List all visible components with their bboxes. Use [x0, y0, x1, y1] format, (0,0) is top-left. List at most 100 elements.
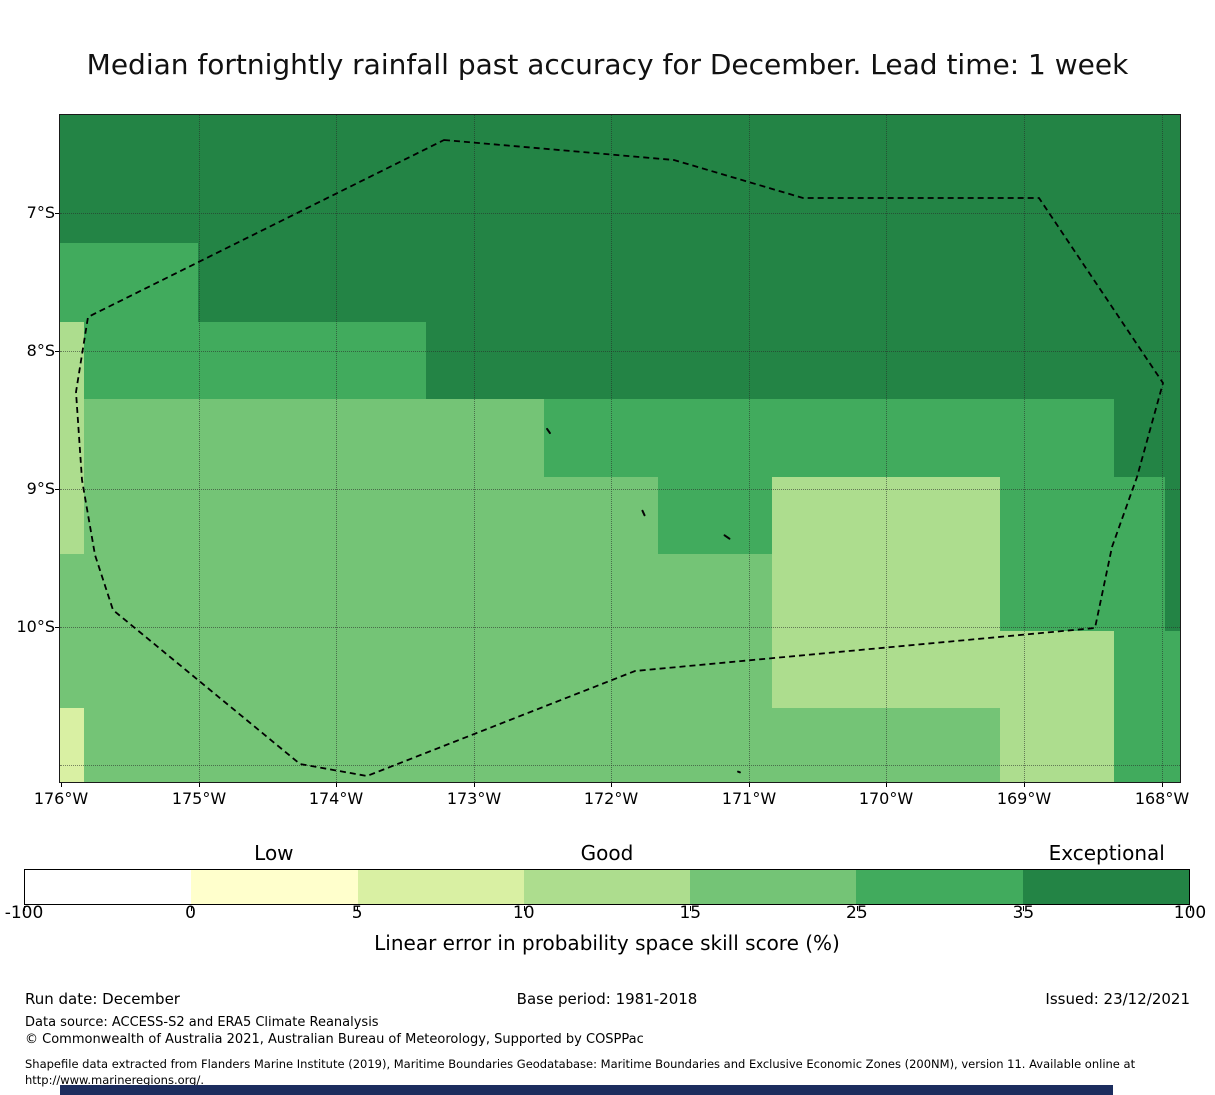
map-cell: [1114, 708, 1165, 782]
map-cell: [1114, 115, 1165, 243]
map-cell: [1165, 399, 1180, 477]
colorbar-tick-mark: [1023, 906, 1025, 911]
map-cell: [426, 399, 544, 477]
colorbar-segment: [25, 870, 192, 904]
map-cell: [60, 115, 84, 243]
shapefile-note-line2: http://www.marineregions.org/.: [25, 1073, 204, 1087]
map-cell: [1000, 631, 1114, 708]
map-cell: [426, 554, 544, 631]
colorbar-caption: Linear error in probability space skill …: [374, 931, 840, 955]
colorbar-segment: [1022, 870, 1189, 904]
map-cell: [60, 708, 84, 782]
eez-boundary-polygon: [75, 139, 1164, 777]
colorbar-segment: [690, 870, 857, 904]
map-cell: [312, 115, 426, 243]
colorbar-tick-mark: [523, 906, 525, 911]
colorbar-tick-label: 15: [679, 903, 702, 923]
map-cell: [772, 399, 886, 477]
map-cell: [312, 631, 426, 708]
map-cell: [1114, 399, 1165, 477]
map-cell: [60, 554, 84, 631]
x-tick-label: 173°W: [446, 789, 502, 808]
x-tick-mark: [749, 783, 750, 787]
colorbar-tick-mark: [856, 906, 858, 911]
map-cell: [198, 708, 312, 782]
map-cell: [426, 243, 544, 322]
map-cell: [544, 399, 658, 477]
x-tick-label: 172°W: [583, 789, 639, 808]
gridline-horizontal: [60, 351, 1180, 352]
map-cell: [886, 322, 1000, 399]
map-cell: [84, 554, 198, 631]
colorbar-quality-label: Good: [580, 841, 634, 865]
map-cell: [772, 708, 886, 782]
x-tick-label: 175°W: [171, 789, 227, 808]
map-cell: [60, 243, 84, 322]
x-tick-label: 171°W: [721, 789, 777, 808]
map-cell: [84, 399, 198, 477]
map-cell: [1165, 243, 1180, 322]
map-cell: [1000, 115, 1114, 243]
colorbar-segment: [191, 870, 358, 904]
map-cell: [1000, 708, 1114, 782]
map-cell: [426, 322, 544, 399]
map-cell: [60, 322, 84, 399]
colorbar-segment: [523, 870, 691, 904]
map-cell: [84, 322, 198, 399]
map-cell: [426, 115, 544, 243]
colorbar-tick-mark: [190, 906, 192, 911]
data-source-text: Data source: ACCESS-S2 and ERA5 Climate …: [25, 1015, 379, 1030]
gridline-horizontal: [60, 627, 1180, 628]
colorbar-tick-mark: [690, 906, 692, 911]
map-cell: [544, 322, 658, 399]
map-cell: [1165, 322, 1180, 399]
map-cell: [1000, 554, 1114, 631]
gridline-vertical: [1024, 115, 1025, 782]
copyright-text: © Commonwealth of Australia 2021, Austra…: [25, 1032, 644, 1047]
x-tick-mark: [61, 783, 62, 787]
map-cell: [198, 554, 312, 631]
map-cell: [772, 115, 886, 243]
map-cell: [886, 115, 1000, 243]
x-tick-label: 174°W: [308, 789, 364, 808]
map-cell: [198, 243, 312, 322]
x-tick-label: 176°W: [33, 789, 89, 808]
y-tick-label: 8°S: [26, 341, 55, 360]
x-tick-mark: [199, 783, 200, 787]
y-tick-label: 7°S: [26, 203, 55, 222]
map-cell: [886, 631, 1000, 708]
map-cell: [544, 115, 658, 243]
map-cell: [312, 322, 426, 399]
x-tick-mark: [474, 783, 475, 787]
map-cell: [60, 631, 84, 708]
map-cell: [886, 554, 1000, 631]
colorbar-tick-label: -100: [4, 903, 44, 923]
colorbar-tick-label: 5: [351, 903, 363, 923]
map-cell: [1165, 554, 1180, 631]
map-cell: [772, 554, 886, 631]
map-cell: [886, 399, 1000, 477]
map-cell: [658, 708, 772, 782]
x-tick-mark: [886, 783, 887, 787]
gridline-vertical: [611, 115, 612, 782]
map-cell: [658, 631, 772, 708]
gridline-vertical: [199, 115, 200, 782]
map-cell: [1114, 631, 1165, 708]
map-cell: [1000, 322, 1114, 399]
y-tick-label: 10°S: [16, 617, 55, 636]
colorbar-quality-label: Low: [254, 841, 294, 865]
colorbar-tick-label: 0: [185, 903, 196, 923]
colorbar-tick-mark: [357, 906, 359, 911]
map-cell: [1114, 243, 1165, 322]
footer-brand-bar: [60, 1085, 1113, 1095]
map-cell: [84, 115, 198, 243]
map-cell: [198, 322, 312, 399]
x-tick-label: 168°W: [1134, 789, 1190, 808]
map-cell: [658, 399, 772, 477]
y-tick-mark: [55, 627, 59, 628]
gridline-vertical: [336, 115, 337, 782]
map-cell: [658, 322, 772, 399]
issued-date-text: Issued: 23/12/2021: [1045, 990, 1190, 1008]
gridline-horizontal: [60, 765, 1180, 766]
map-cell: [544, 708, 658, 782]
